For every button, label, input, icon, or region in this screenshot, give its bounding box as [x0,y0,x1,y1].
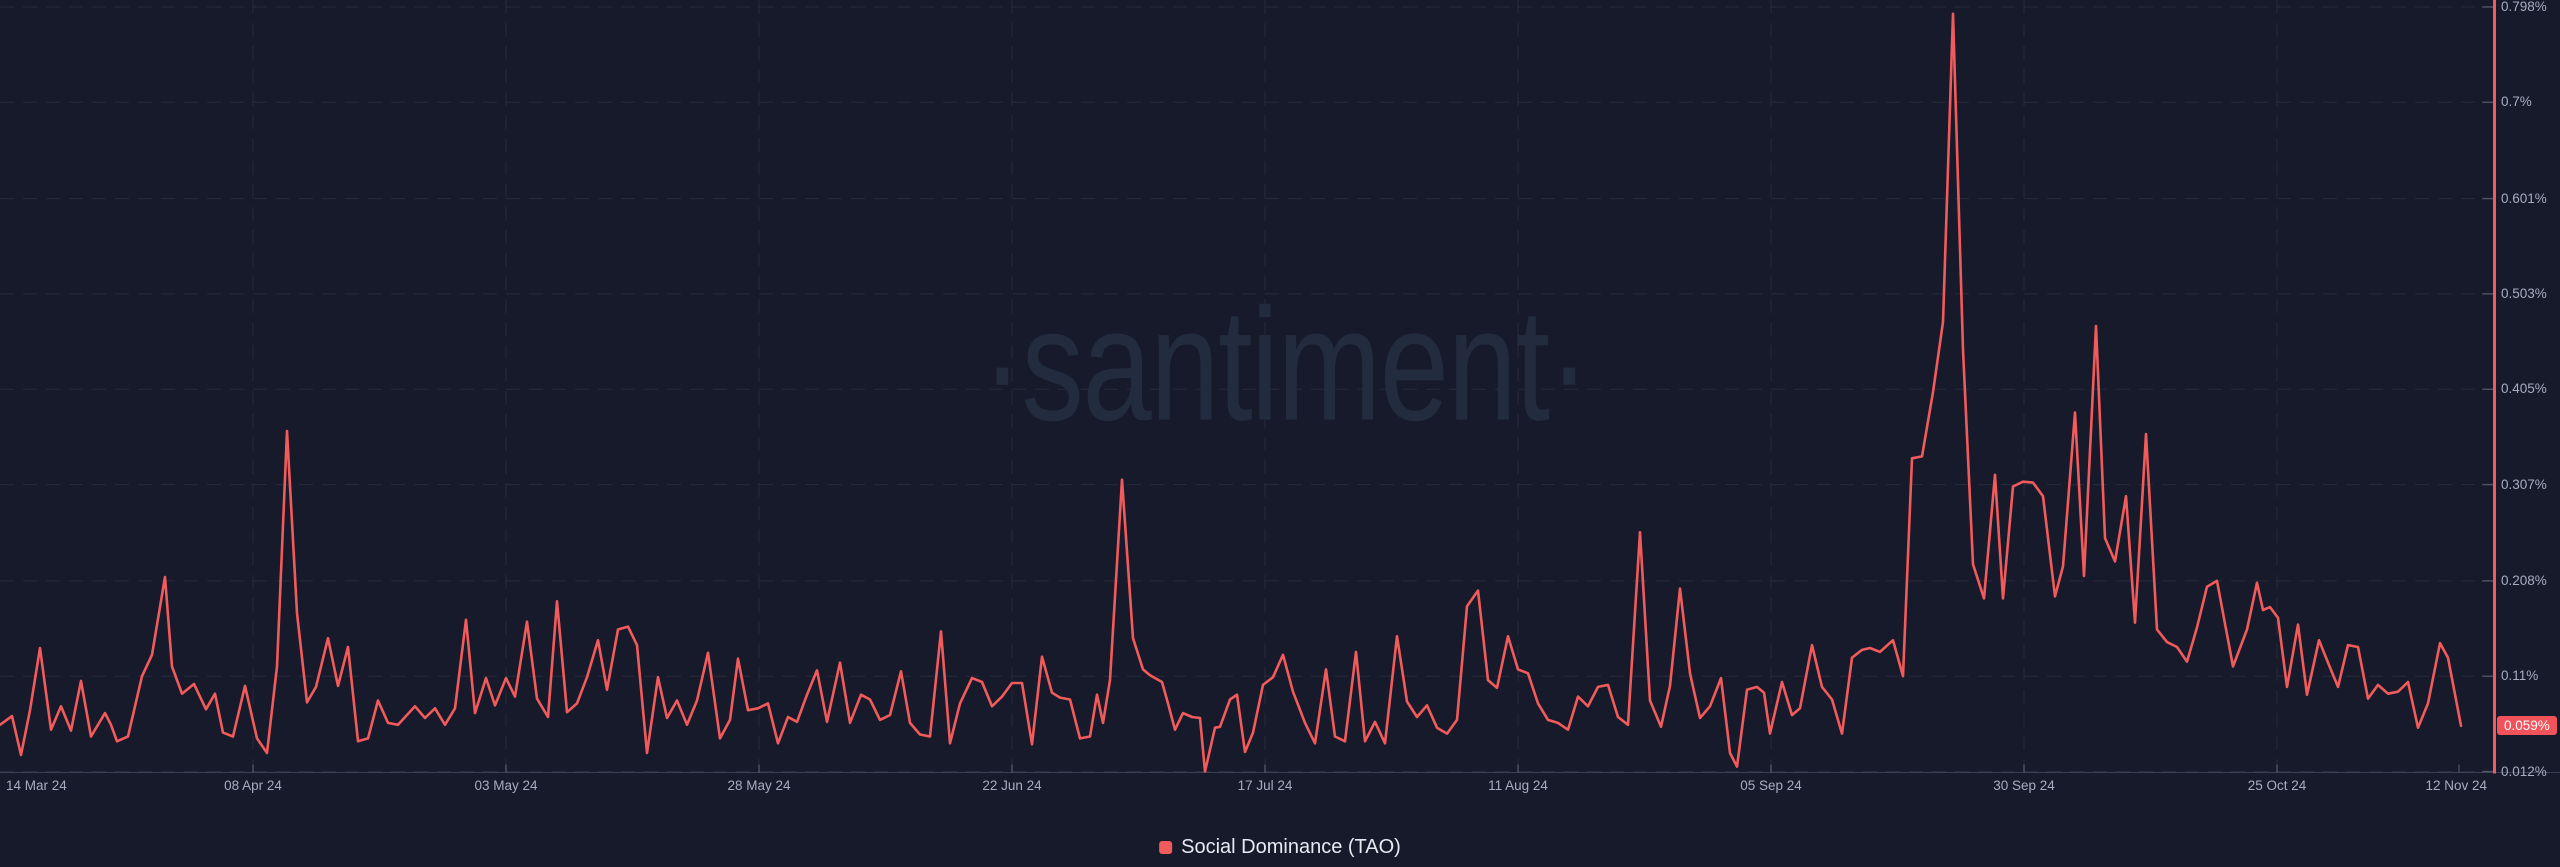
x-tick-label: 12 Nov 24 [2425,778,2487,793]
x-tick-label: 14 Mar 24 [6,778,67,793]
y-tick-label: 0.012% [2501,763,2547,779]
y-tick-label: 0.11% [2501,668,2539,684]
y-tick-label: 0.503% [2501,285,2547,301]
y-tick-label: 0.7% [2501,94,2532,110]
y-tick-label: 0.798% [2501,0,2547,14]
legend-swatch-icon [1159,841,1173,854]
y-tick-label: 0.208% [2501,572,2547,588]
y-tick-label: 0.307% [2501,476,2547,492]
dominance-series-line [0,12,2463,773]
x-tick-label: 22 Jun 24 [982,778,1042,793]
x-tick-label: 28 May 24 [727,778,791,793]
x-tick-label: 17 Jul 24 [1237,778,1293,793]
x-tick-label: 25 Oct 24 [2247,778,2307,793]
x-tick-label: 11 Aug 24 [1488,778,1548,793]
x-tick-label: 30 Sep 24 [1993,778,2055,793]
current-value-badge: 0.059% [2497,715,2557,735]
y-tick-label: 0.405% [2501,381,2547,397]
legend-item-social-dominance[interactable]: Social Dominance (TAO) [1159,836,1401,859]
legend-label: Social Dominance (TAO) [1181,836,1401,858]
x-tick-label: 08 Apr 24 [224,778,282,793]
x-tick-label: 05 Sep 24 [1740,778,1802,793]
y-tick-label: 0.601% [2501,190,2547,206]
x-tick-label: 03 May 24 [474,778,538,793]
